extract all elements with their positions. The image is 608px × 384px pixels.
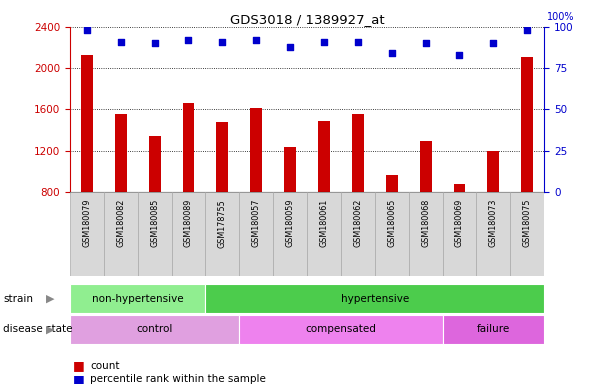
Point (522, 27, 532, 33)
Bar (386, 175, 398, 192)
Text: failure: failure (477, 324, 510, 334)
Bar (182, 103, 195, 192)
Point (218, 39, 227, 45)
Point (319, 39, 329, 45)
Point (251, 37, 261, 43)
Text: percentile rank within the sample: percentile rank within the sample (90, 374, 266, 384)
FancyBboxPatch shape (137, 192, 171, 276)
Text: GSM180082: GSM180082 (116, 199, 125, 247)
Bar (318, 121, 330, 192)
Text: GSM178755: GSM178755 (218, 199, 227, 248)
Text: non-hypertensive: non-hypertensive (92, 293, 184, 304)
Bar (352, 114, 364, 192)
FancyBboxPatch shape (240, 192, 273, 276)
FancyBboxPatch shape (341, 192, 375, 276)
Bar (488, 151, 499, 192)
Title: GDS3018 / 1389927_at: GDS3018 / 1389927_at (230, 13, 384, 26)
Point (116, 39, 126, 45)
FancyBboxPatch shape (70, 284, 206, 313)
Text: GSM180085: GSM180085 (150, 199, 159, 247)
Bar (81, 55, 93, 192)
Text: GSM180059: GSM180059 (286, 199, 295, 247)
Point (421, 40, 430, 46)
FancyBboxPatch shape (443, 192, 477, 276)
Text: GSM180057: GSM180057 (252, 199, 261, 247)
FancyBboxPatch shape (477, 192, 510, 276)
Bar (521, 57, 533, 192)
FancyBboxPatch shape (206, 284, 544, 313)
FancyBboxPatch shape (206, 192, 240, 276)
FancyBboxPatch shape (443, 315, 544, 344)
Text: GSM180089: GSM180089 (184, 199, 193, 247)
Bar (250, 108, 262, 192)
FancyBboxPatch shape (510, 192, 544, 276)
Text: GSM180065: GSM180065 (387, 199, 396, 247)
Point (82, 27, 92, 33)
Bar (420, 141, 432, 192)
Point (184, 37, 193, 43)
Bar (284, 147, 296, 192)
Text: GSM180073: GSM180073 (489, 199, 498, 247)
Bar (149, 136, 161, 192)
Text: disease state: disease state (3, 324, 72, 334)
Text: GSM180061: GSM180061 (319, 199, 328, 247)
FancyBboxPatch shape (409, 192, 443, 276)
Text: count: count (90, 361, 120, 371)
Text: ■: ■ (73, 359, 85, 372)
FancyBboxPatch shape (70, 192, 104, 276)
Text: compensated: compensated (305, 324, 376, 334)
Bar (454, 184, 465, 192)
Point (353, 39, 363, 45)
Text: GSM180069: GSM180069 (455, 199, 464, 247)
Point (455, 52, 465, 58)
Point (387, 50, 396, 56)
Text: GSM180068: GSM180068 (421, 199, 430, 247)
FancyBboxPatch shape (70, 315, 240, 344)
Point (150, 40, 159, 46)
FancyBboxPatch shape (171, 192, 206, 276)
Point (488, 40, 498, 46)
Bar (115, 114, 126, 192)
FancyBboxPatch shape (307, 192, 341, 276)
Text: strain: strain (3, 293, 33, 304)
Text: ▶: ▶ (46, 293, 54, 304)
FancyBboxPatch shape (375, 192, 409, 276)
Text: ▶: ▶ (46, 324, 54, 334)
Text: GSM180079: GSM180079 (82, 199, 91, 247)
Text: 100%: 100% (547, 12, 575, 22)
FancyBboxPatch shape (104, 192, 137, 276)
Point (285, 44, 295, 50)
Text: hypertensive: hypertensive (340, 293, 409, 304)
Text: GSM180075: GSM180075 (523, 199, 532, 247)
Bar (216, 122, 228, 192)
Text: ■: ■ (73, 373, 85, 384)
Text: GSM180062: GSM180062 (353, 199, 362, 247)
FancyBboxPatch shape (240, 315, 443, 344)
Text: control: control (136, 324, 173, 334)
FancyBboxPatch shape (273, 192, 307, 276)
